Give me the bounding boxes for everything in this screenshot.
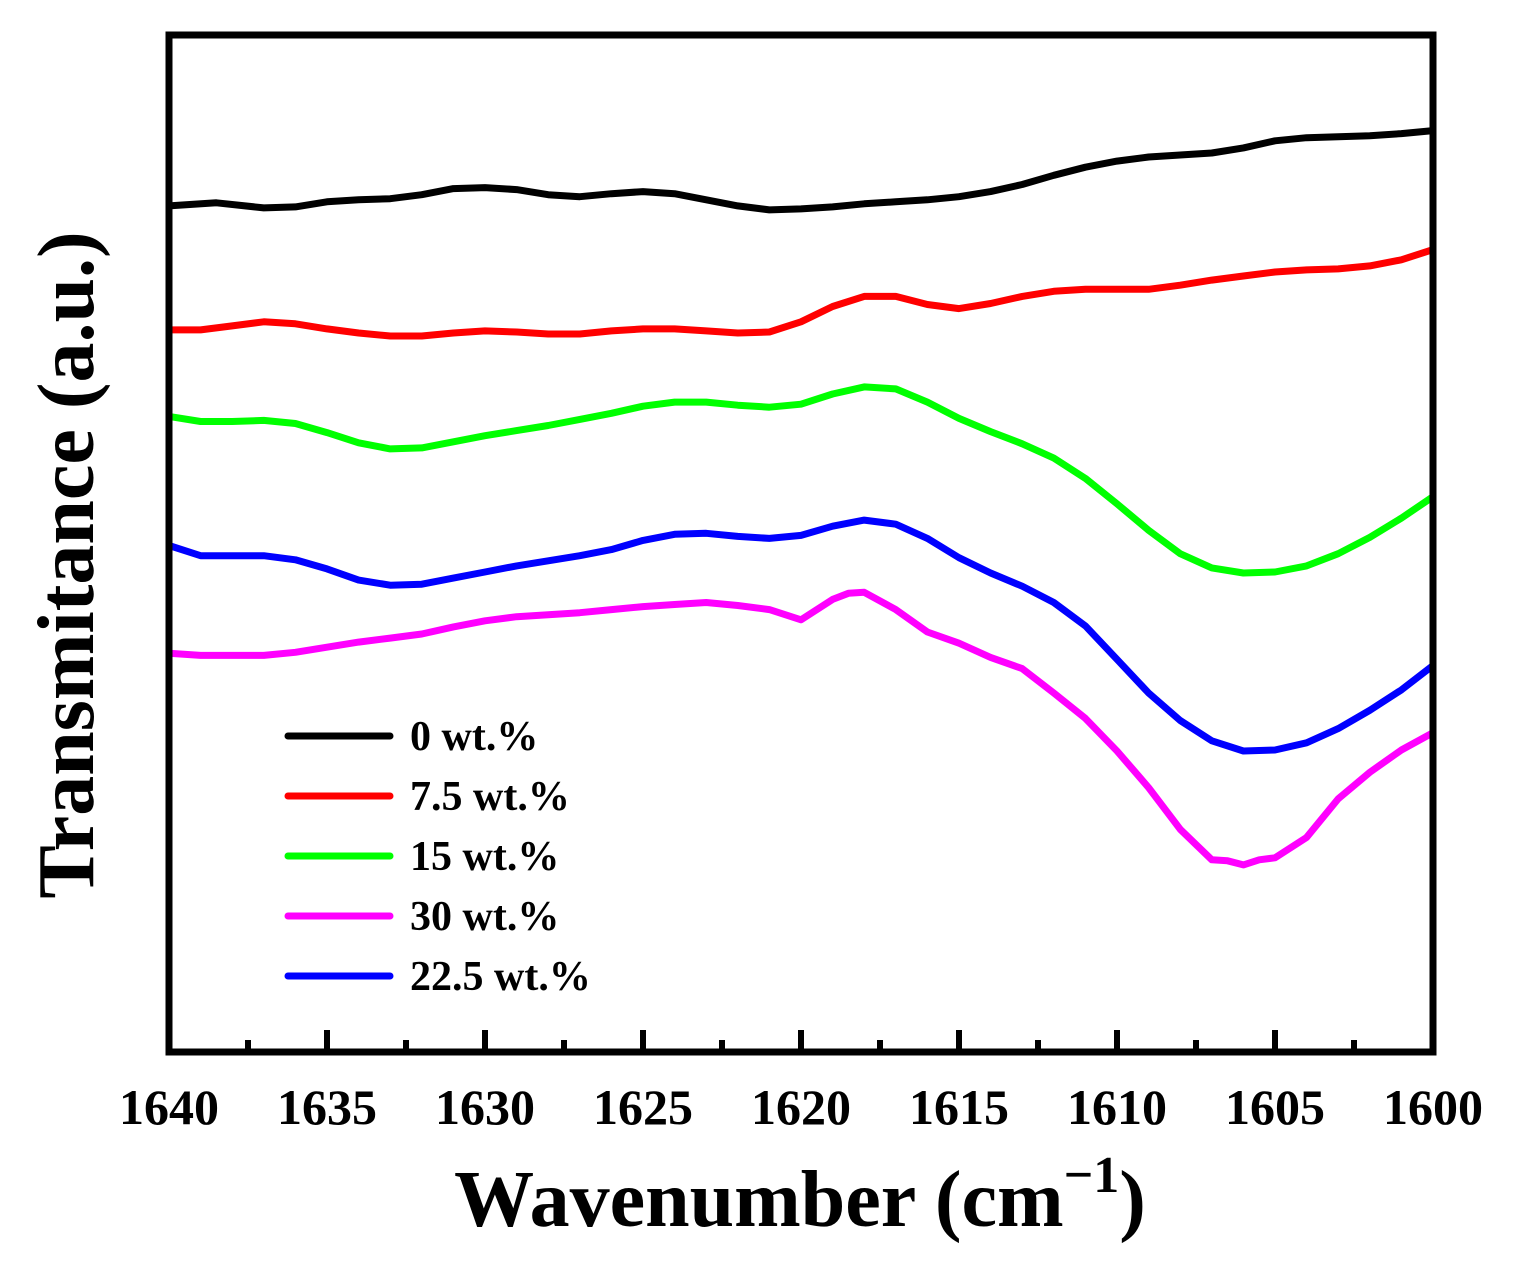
x-axis-ticks: 1640 1635 1630 1625 1620 1615 1610 1605 1600 [119,1030,1483,1135]
series-line-1 [165,246,1437,340]
x-tick-label: 1635 [277,1079,377,1135]
series-line-3 [165,588,1437,869]
x-tick-label: 1615 [909,1079,1009,1135]
x-tick-label: 1600 [1383,1079,1483,1135]
series-line-4 [165,516,1437,755]
x-tick-label: 1630 [435,1079,535,1135]
x-tick-label: 1620 [751,1079,851,1135]
x-tick-label: 1625 [593,1079,693,1135]
legend-label-2: 15 wt.% [410,834,559,880]
x-tick-label: 1640 [119,1079,219,1135]
x-axis-title: Wavenumber (cm−1) [454,1147,1146,1244]
legend-label-3: 30 wt.% [410,894,559,940]
legend-label-0: 0 wt.% [410,714,538,760]
x-tick-label: 1610 [1067,1079,1167,1135]
legend: 0 wt.% 7.5 wt.% 15 wt.% 30 wt.% 22.5 wt.% [284,714,591,1000]
legend-label-1: 7.5 wt.% [410,774,570,820]
series-layer [165,127,1437,869]
x-tick-label: 1605 [1225,1079,1325,1135]
legend-label-4: 22.5 wt.% [410,954,591,1000]
series-line-2 [165,383,1437,577]
series-line-0 [165,127,1437,214]
y-axis-title: Transmitance (a.u.) [23,231,111,898]
plot-frame [165,31,1437,1056]
